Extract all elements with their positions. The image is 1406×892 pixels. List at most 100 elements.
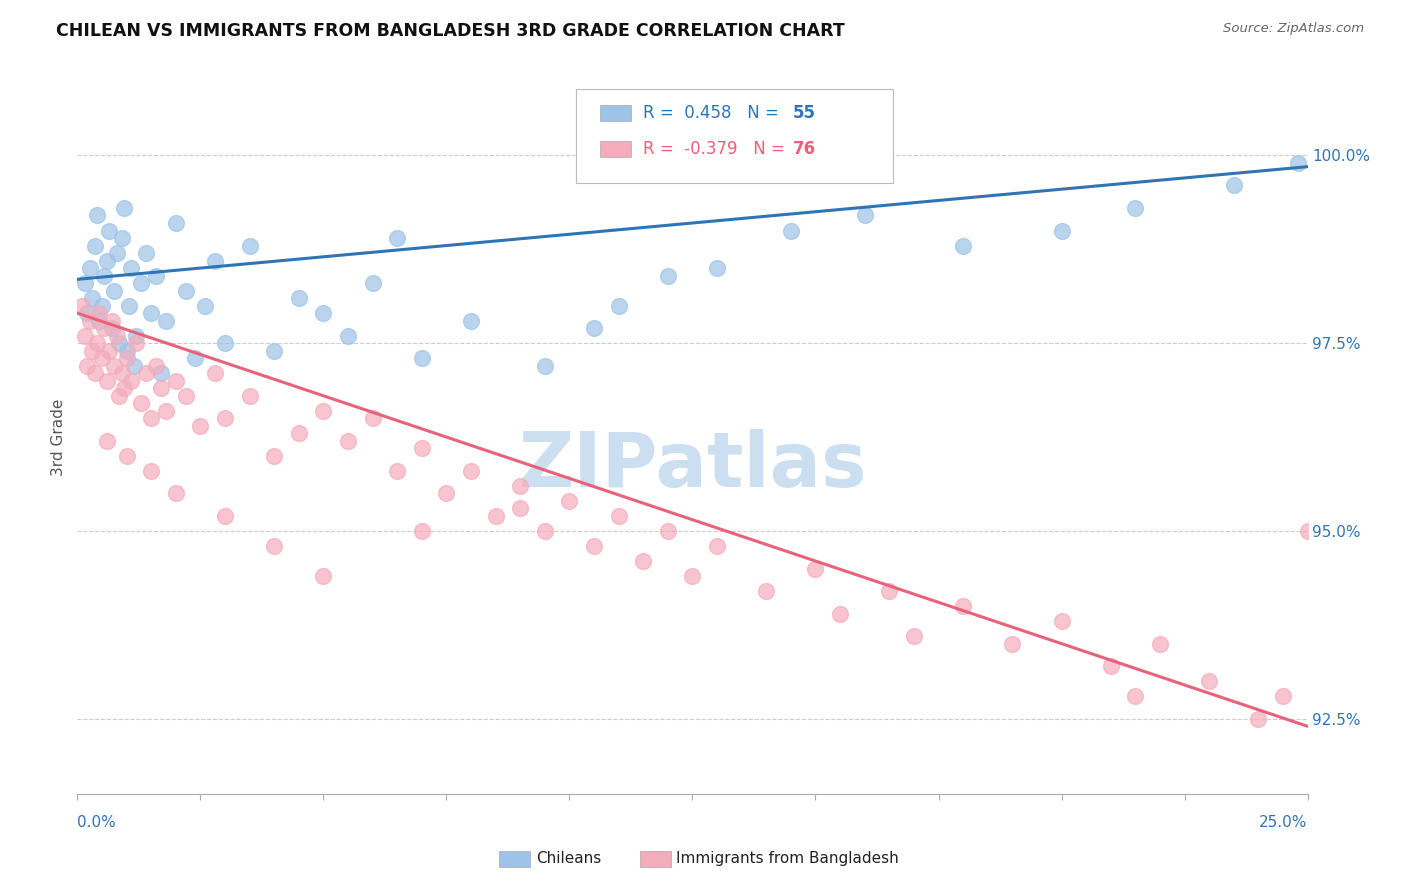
Point — [1149, 637, 1171, 651]
Y-axis label: 3rd Grade: 3rd Grade — [51, 399, 66, 475]
Point — [101, 321, 124, 335]
Point — [174, 389, 197, 403]
Point — [90, 351, 114, 366]
Point — [1050, 223, 1073, 237]
Point — [903, 629, 925, 643]
Point — [96, 434, 118, 448]
Point — [312, 306, 335, 320]
Point — [96, 253, 118, 268]
Point — [129, 276, 153, 290]
Point — [83, 366, 105, 380]
Point — [682, 569, 704, 583]
Point — [385, 464, 409, 478]
Point — [952, 238, 974, 252]
Point — [76, 359, 98, 373]
Point — [204, 366, 226, 380]
Point — [155, 404, 177, 418]
Text: 76: 76 — [793, 140, 815, 158]
Point — [337, 328, 360, 343]
Point — [184, 351, 207, 366]
Point — [804, 561, 827, 575]
Point — [361, 411, 384, 425]
Point — [706, 261, 728, 276]
Text: 55: 55 — [793, 104, 815, 122]
Point — [633, 554, 655, 568]
Point — [411, 442, 433, 456]
Point — [165, 374, 187, 388]
Point — [145, 268, 167, 283]
Point — [288, 291, 311, 305]
Point — [509, 479, 531, 493]
Point — [1050, 614, 1073, 628]
Point — [115, 449, 138, 463]
Point — [558, 494, 581, 508]
Point — [204, 253, 226, 268]
Point — [239, 238, 262, 252]
Point — [485, 508, 508, 523]
Point — [534, 524, 557, 538]
Point — [112, 201, 135, 215]
Point — [73, 328, 96, 343]
Point — [111, 231, 132, 245]
Point — [121, 261, 143, 276]
Point — [93, 321, 115, 335]
Point — [706, 539, 728, 553]
Point — [385, 231, 409, 245]
Point — [436, 486, 458, 500]
Point — [174, 284, 197, 298]
Point — [141, 464, 163, 478]
Point — [312, 404, 335, 418]
Point — [141, 411, 163, 425]
Point — [263, 539, 285, 553]
Point — [108, 336, 131, 351]
Point — [583, 321, 606, 335]
Point — [879, 584, 901, 599]
Point — [1296, 524, 1319, 538]
Point — [583, 539, 606, 553]
Point — [165, 486, 187, 500]
Point — [214, 411, 236, 425]
Point — [76, 306, 98, 320]
Point — [288, 426, 311, 441]
Point — [96, 374, 118, 388]
Point — [83, 238, 105, 252]
Point — [93, 268, 115, 283]
Point — [98, 223, 121, 237]
Point — [411, 351, 433, 366]
Point — [853, 209, 876, 223]
Point — [337, 434, 360, 448]
Point — [98, 343, 121, 358]
Point — [125, 328, 148, 343]
Point — [145, 359, 167, 373]
Point — [194, 299, 217, 313]
Point — [135, 246, 157, 260]
Point — [70, 299, 93, 313]
Point — [312, 569, 335, 583]
Point — [361, 276, 384, 290]
Point — [1001, 637, 1024, 651]
Point — [755, 584, 778, 599]
Point — [780, 223, 803, 237]
Point — [129, 396, 153, 410]
Text: Source: ZipAtlas.com: Source: ZipAtlas.com — [1223, 22, 1364, 36]
Text: 0.0%: 0.0% — [77, 815, 117, 830]
Point — [830, 607, 852, 621]
Point — [105, 246, 128, 260]
Point — [121, 374, 143, 388]
Point — [509, 501, 531, 516]
Text: Chileans: Chileans — [536, 851, 600, 865]
Text: R =  0.458   N =: R = 0.458 N = — [643, 104, 783, 122]
Point — [73, 276, 96, 290]
Point — [239, 389, 262, 403]
Text: 25.0%: 25.0% — [1260, 815, 1308, 830]
Point — [101, 313, 124, 327]
Point — [115, 343, 138, 358]
Point — [411, 524, 433, 538]
Point — [534, 359, 557, 373]
Point — [79, 261, 101, 276]
Point — [1198, 674, 1220, 689]
Point — [165, 216, 187, 230]
Point — [657, 268, 679, 283]
Point — [122, 359, 145, 373]
Point — [118, 299, 141, 313]
